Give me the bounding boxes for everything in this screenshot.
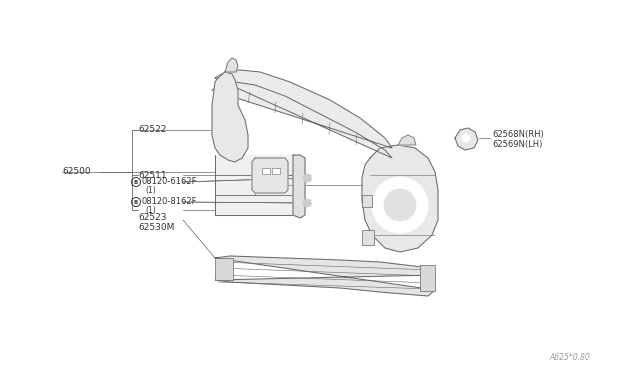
Text: 62569N(LH): 62569N(LH) — [492, 140, 542, 148]
Polygon shape — [293, 155, 305, 218]
Polygon shape — [455, 128, 478, 150]
Text: 62515: 62515 — [258, 180, 287, 189]
Text: (1): (1) — [145, 186, 156, 195]
Bar — [272, 168, 280, 174]
Text: 62523: 62523 — [138, 214, 166, 222]
Bar — [362, 230, 374, 245]
Text: 62568N(RH): 62568N(RH) — [492, 129, 544, 138]
Text: 08120-8162F: 08120-8162F — [142, 198, 198, 206]
Polygon shape — [215, 256, 435, 296]
Polygon shape — [362, 145, 438, 252]
Text: A625*0.80: A625*0.80 — [549, 353, 590, 362]
Polygon shape — [225, 58, 238, 72]
Text: 62500: 62500 — [62, 167, 91, 176]
Text: B: B — [134, 180, 138, 185]
Bar — [262, 168, 270, 174]
Circle shape — [303, 199, 311, 207]
Polygon shape — [212, 70, 392, 158]
Polygon shape — [252, 158, 288, 193]
Polygon shape — [398, 135, 416, 145]
Circle shape — [372, 177, 428, 233]
Text: 62511: 62511 — [138, 170, 166, 180]
Text: 62530M: 62530M — [138, 224, 174, 232]
Text: (1): (1) — [145, 205, 156, 215]
Polygon shape — [215, 155, 295, 215]
Bar — [215, 258, 233, 280]
Circle shape — [384, 189, 416, 221]
Polygon shape — [212, 72, 248, 162]
Bar — [420, 265, 435, 291]
Circle shape — [462, 134, 470, 142]
Text: 08120-6162F: 08120-6162F — [142, 177, 198, 186]
Bar — [362, 195, 372, 207]
Circle shape — [303, 174, 311, 182]
Text: B: B — [134, 199, 138, 205]
Text: 62522: 62522 — [138, 125, 166, 135]
